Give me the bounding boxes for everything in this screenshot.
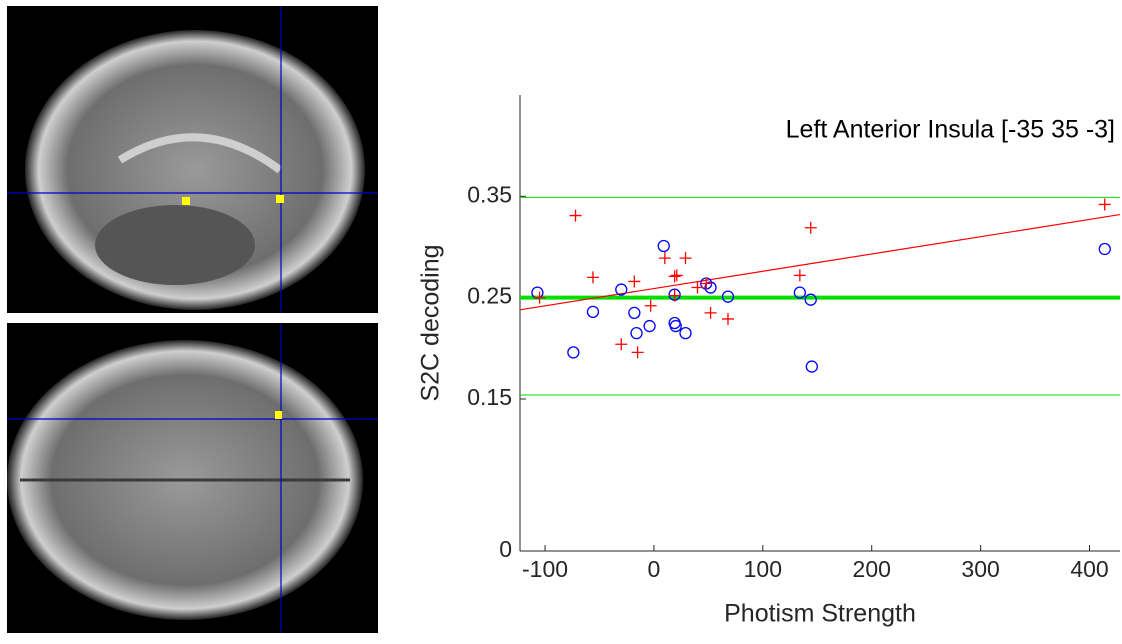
annotation: Left Anterior Insula [-35 35 -3]	[786, 116, 1115, 144]
data-point	[679, 252, 692, 265]
y-axis-label: S2C decoding	[417, 244, 445, 401]
data-point	[628, 306, 641, 320]
data-point	[586, 305, 600, 319]
data-point	[793, 286, 807, 299]
data-point	[658, 252, 671, 265]
data-point	[804, 293, 817, 306]
data-point	[567, 346, 580, 359]
y-tick-label: 0.35	[467, 181, 512, 207]
x-tick-label: -100	[522, 556, 568, 582]
scatter-plot: Left Anterior Insula [-35 35 -3] Photism…	[417, 95, 1121, 628]
x-tick-label: 400	[1070, 556, 1108, 582]
axial-slice	[7, 323, 378, 633]
fit-line	[519, 213, 1121, 311]
activation-blob	[276, 195, 284, 203]
data-point	[1098, 198, 1111, 211]
data-point	[679, 326, 692, 340]
data-point	[721, 312, 734, 325]
data-point	[615, 283, 628, 296]
y-tick-label: 0.25	[467, 283, 512, 309]
y-tick-label: 0	[499, 536, 512, 562]
data-point	[700, 277, 713, 290]
x-tick-label: 200	[853, 556, 891, 582]
data-point	[670, 269, 683, 282]
x-tick-label: 300	[961, 556, 999, 582]
data-point	[704, 281, 717, 294]
data-point	[631, 346, 644, 359]
data-point	[628, 275, 641, 288]
data-point	[668, 289, 681, 302]
data-point	[721, 290, 735, 303]
corpus-callosum	[117, 133, 283, 174]
data-point	[615, 338, 628, 351]
y-tick-label: 0.15	[467, 384, 512, 410]
data-point	[630, 326, 643, 340]
data-point	[793, 269, 806, 282]
data-point	[657, 239, 670, 253]
data-point	[704, 306, 717, 319]
sagittal-slice	[7, 6, 378, 313]
data-point	[643, 319, 656, 333]
activation-blob	[182, 197, 190, 205]
data-point	[804, 221, 817, 234]
data-point	[1098, 242, 1111, 256]
data-point	[586, 271, 599, 284]
data-point	[669, 319, 682, 333]
x-tick-label: 0	[648, 556, 661, 582]
activation-blob	[275, 411, 282, 419]
data-point	[533, 291, 546, 304]
x-axis-label: Photism Strength	[724, 600, 916, 628]
data-point	[668, 270, 681, 283]
x-tick-label: 100	[744, 556, 782, 582]
data-point	[644, 299, 657, 312]
data-point	[691, 281, 704, 294]
cerebellum-shade	[95, 205, 255, 285]
data-point	[805, 360, 818, 373]
data-point	[569, 209, 582, 222]
